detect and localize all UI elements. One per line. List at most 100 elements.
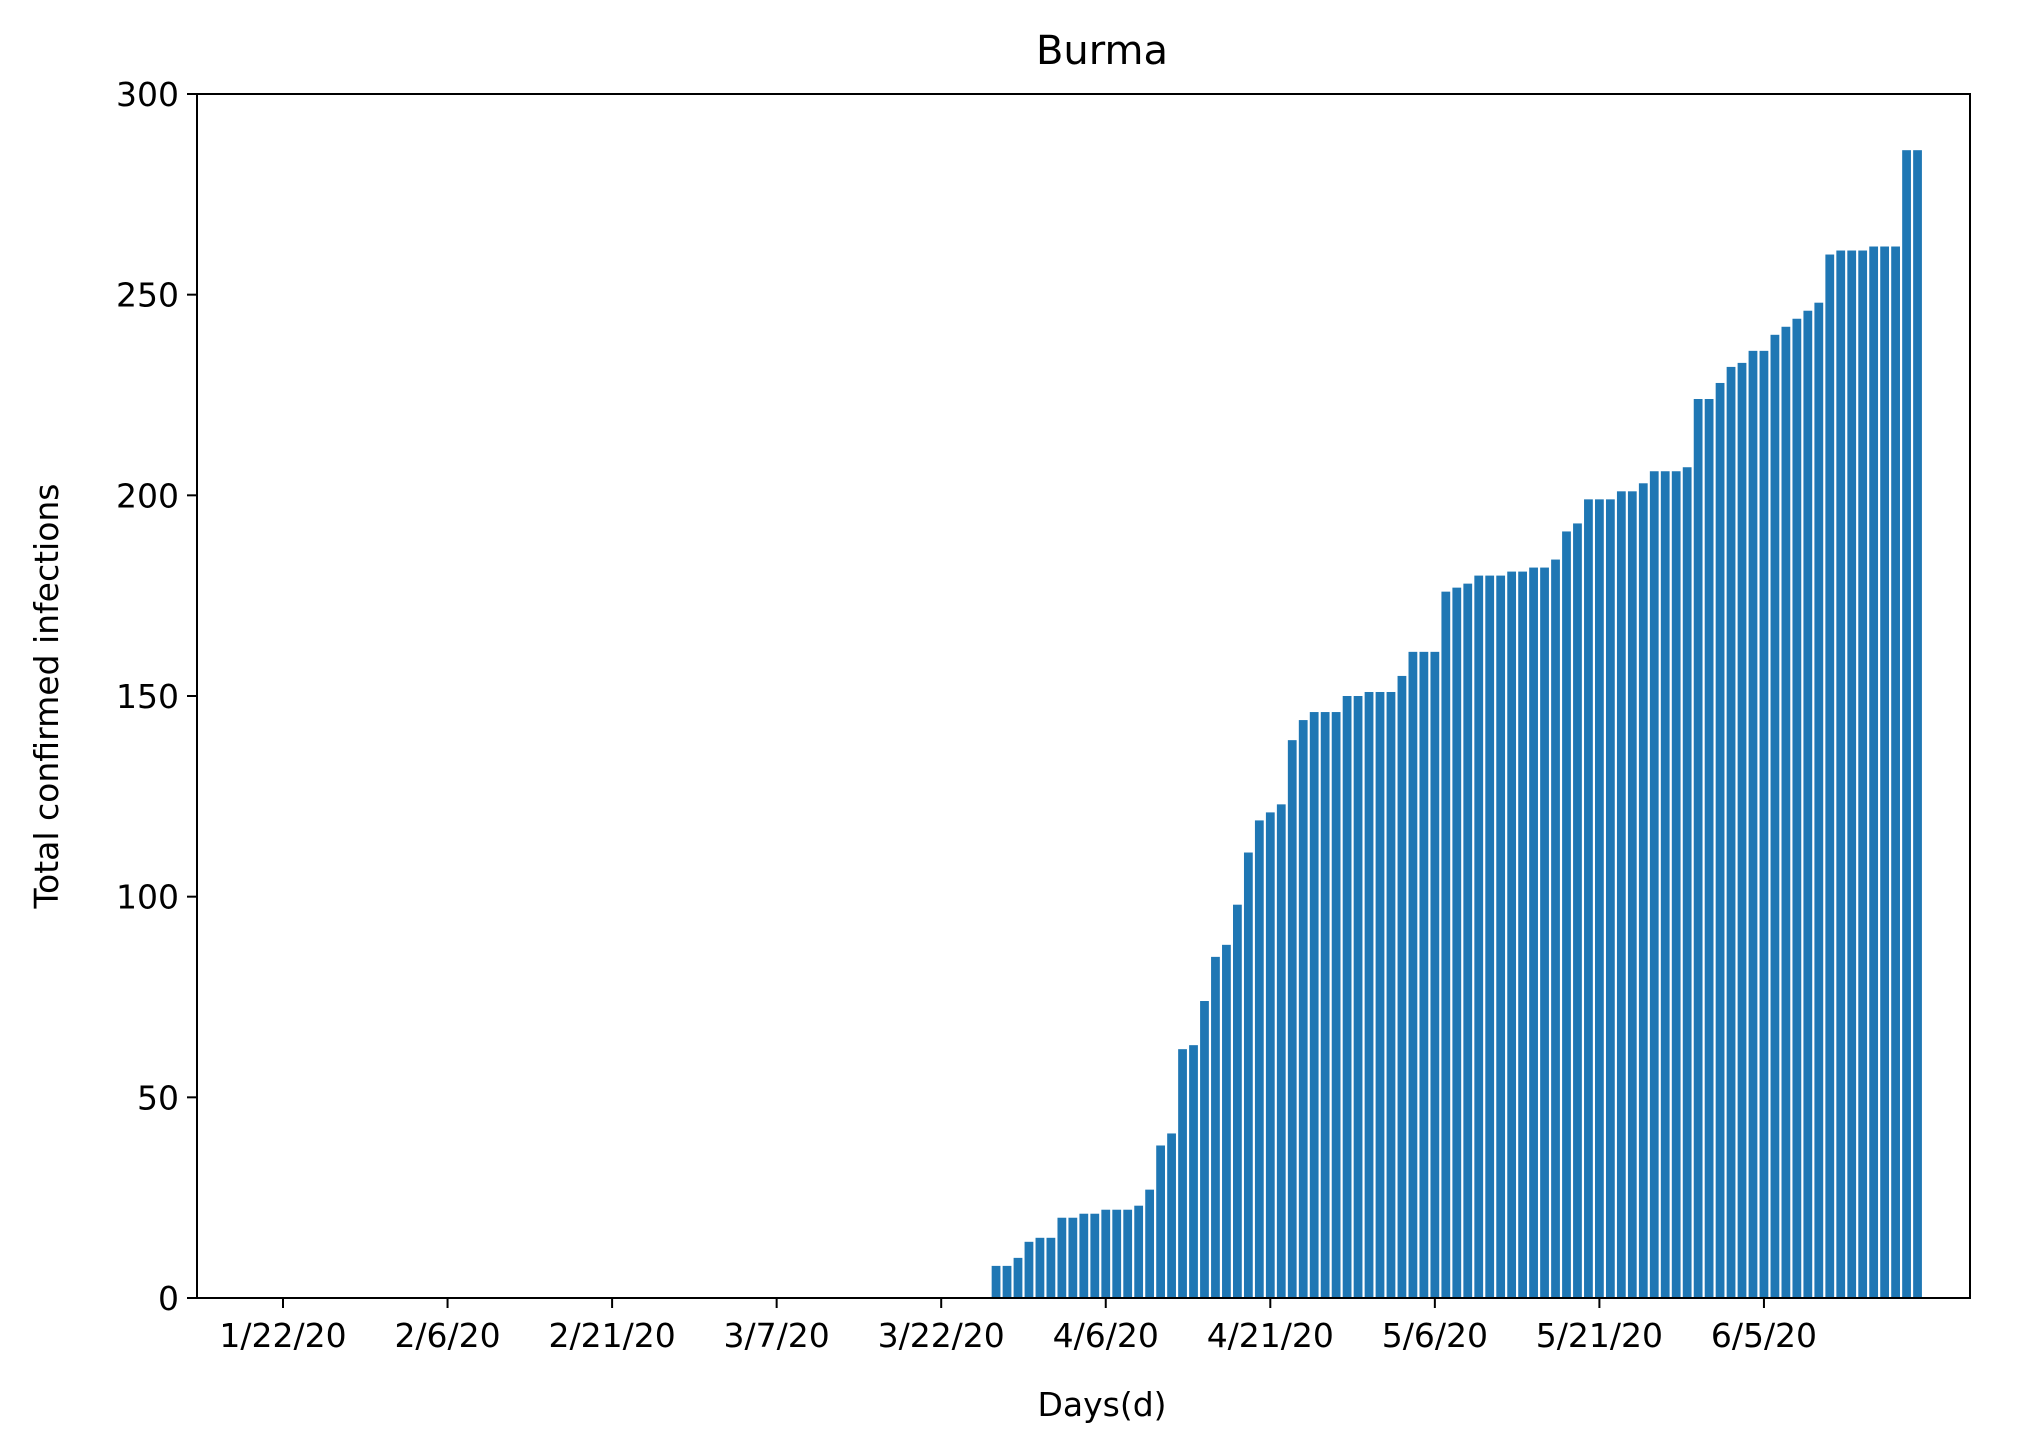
bar bbox=[1002, 1265, 1012, 1298]
bar bbox=[1364, 691, 1374, 1298]
y-tick-label: 300 bbox=[116, 75, 179, 114]
bar bbox=[1847, 250, 1857, 1298]
bar bbox=[1781, 326, 1791, 1298]
bar bbox=[991, 1265, 1001, 1298]
bar bbox=[1605, 499, 1615, 1299]
bar bbox=[1222, 944, 1231, 1298]
x-axis-ticks: 1/22/20 2/6/20 2/21/20 3/7/20 3/22/20 4/6/20 4… bbox=[219, 1298, 1817, 1355]
bar bbox=[1770, 334, 1780, 1298]
bar bbox=[1441, 591, 1451, 1298]
bar bbox=[1638, 483, 1648, 1298]
bar bbox=[1079, 1213, 1089, 1298]
bar bbox=[1649, 471, 1659, 1298]
y-tick-label: 50 bbox=[137, 1078, 179, 1117]
bar bbox=[1167, 1133, 1176, 1298]
bar bbox=[1452, 587, 1462, 1298]
bar bbox=[1101, 1209, 1111, 1298]
chart-title: Burma bbox=[1036, 28, 1168, 74]
bar bbox=[1090, 1213, 1100, 1298]
bar bbox=[1869, 246, 1879, 1298]
bar bbox=[1627, 491, 1637, 1298]
bar bbox=[1189, 1045, 1198, 1298]
bar-series bbox=[991, 150, 1922, 1299]
y-axis-title: Total confirmed infections bbox=[27, 483, 66, 909]
bar bbox=[1891, 246, 1900, 1298]
y-tick-label: 150 bbox=[116, 677, 179, 716]
bar bbox=[1397, 675, 1407, 1298]
bar bbox=[1737, 362, 1747, 1298]
plot-frame bbox=[196, 93, 1971, 1299]
x-tick-label: 5/21/20 bbox=[1536, 1316, 1663, 1355]
bar bbox=[1068, 1217, 1078, 1298]
bar bbox=[1024, 1241, 1034, 1298]
x-tick-label: 2/6/20 bbox=[394, 1316, 500, 1355]
bar bbox=[1112, 1209, 1122, 1298]
bar bbox=[1573, 523, 1582, 1298]
x-tick-label: 3/7/20 bbox=[724, 1316, 830, 1355]
bar bbox=[1134, 1205, 1144, 1298]
bar bbox=[1715, 382, 1725, 1299]
bar bbox=[1726, 366, 1736, 1298]
bar bbox=[1265, 812, 1275, 1298]
bar bbox=[1057, 1217, 1067, 1298]
bar bbox=[1375, 691, 1385, 1298]
bar bbox=[1880, 246, 1890, 1298]
bar bbox=[1145, 1189, 1155, 1298]
bar bbox=[1287, 740, 1297, 1298]
bar bbox=[1616, 491, 1626, 1298]
y-tick-label: 250 bbox=[116, 276, 179, 315]
bar bbox=[1408, 651, 1418, 1298]
bar bbox=[1331, 712, 1341, 1298]
bar bbox=[1562, 531, 1571, 1298]
bar bbox=[1211, 956, 1220, 1298]
bar bbox=[1386, 691, 1396, 1298]
bar bbox=[1825, 254, 1835, 1298]
bar bbox=[1803, 310, 1813, 1299]
x-axis-title: Days(d) bbox=[1037, 1385, 1166, 1424]
x-tick-label: 4/6/20 bbox=[1053, 1316, 1159, 1355]
x-tick-label: 5/6/20 bbox=[1382, 1316, 1488, 1355]
bar bbox=[1178, 1049, 1187, 1298]
x-tick-label: 4/21/20 bbox=[1207, 1316, 1334, 1355]
bar bbox=[1496, 575, 1506, 1298]
bar bbox=[1276, 804, 1286, 1298]
bar bbox=[1353, 696, 1363, 1298]
bar bbox=[1660, 471, 1670, 1298]
bar bbox=[1200, 1001, 1209, 1298]
bar bbox=[1320, 712, 1330, 1298]
x-tick-label: 6/5/20 bbox=[1711, 1316, 1817, 1355]
y-tick-label: 100 bbox=[116, 878, 179, 917]
bar bbox=[1156, 1145, 1165, 1298]
bar bbox=[1507, 571, 1517, 1298]
bar bbox=[1595, 499, 1604, 1299]
bar bbox=[1902, 150, 1911, 1299]
bar bbox=[1035, 1237, 1045, 1298]
bar bbox=[1342, 696, 1352, 1298]
y-tick-label: 200 bbox=[116, 476, 179, 515]
bar bbox=[1759, 350, 1769, 1299]
bar bbox=[1254, 820, 1264, 1298]
bar bbox=[1693, 399, 1703, 1298]
bar bbox=[1123, 1209, 1133, 1298]
bar bbox=[1463, 583, 1473, 1298]
bar bbox=[1858, 250, 1868, 1298]
bar bbox=[1584, 499, 1593, 1299]
bar bbox=[1792, 318, 1802, 1298]
y-axis-ticks: 0 50 100 150 200 250 300 bbox=[116, 75, 197, 1318]
bar bbox=[1430, 651, 1440, 1298]
bar bbox=[1298, 720, 1308, 1298]
bar bbox=[1013, 1257, 1023, 1298]
bar bbox=[1682, 467, 1692, 1298]
bar bbox=[1704, 399, 1714, 1298]
x-tick-label: 3/22/20 bbox=[878, 1316, 1005, 1355]
x-tick-label: 1/22/20 bbox=[219, 1316, 346, 1355]
bar bbox=[1233, 904, 1242, 1298]
bar bbox=[1419, 651, 1429, 1298]
bar bbox=[1485, 575, 1495, 1298]
bar bbox=[1913, 150, 1922, 1299]
bar bbox=[1474, 575, 1484, 1298]
bar bbox=[1243, 852, 1253, 1298]
bar bbox=[1518, 571, 1527, 1298]
bar bbox=[1309, 712, 1319, 1298]
